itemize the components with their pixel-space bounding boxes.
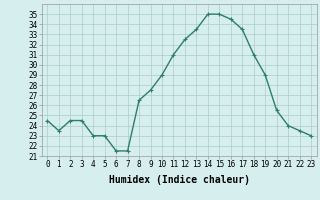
X-axis label: Humidex (Indice chaleur): Humidex (Indice chaleur) <box>109 175 250 185</box>
